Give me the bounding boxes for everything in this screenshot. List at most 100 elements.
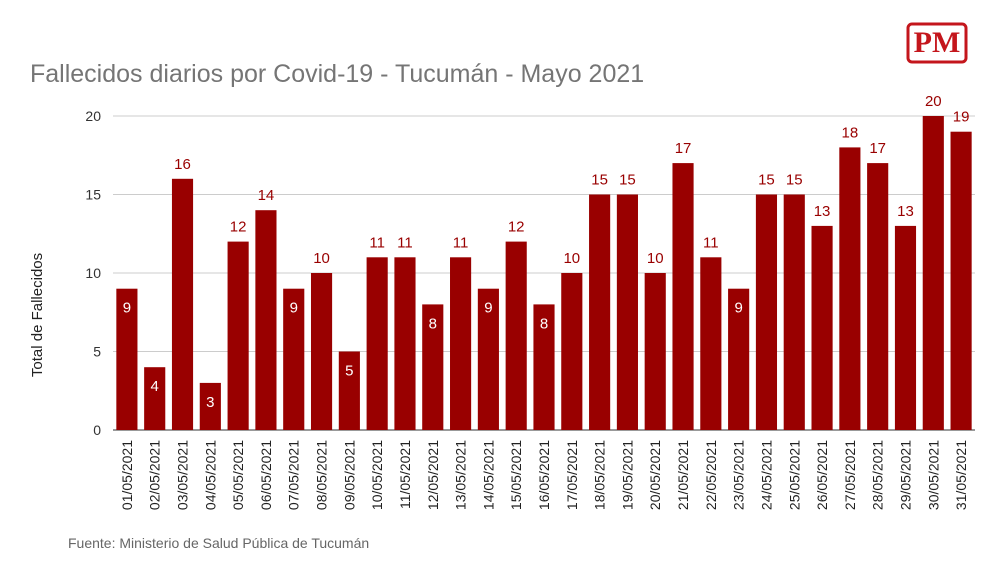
x-tick-label: 01/05/2021: [119, 440, 135, 510]
x-tick-label: 16/05/2021: [536, 440, 552, 510]
data-label: 17: [869, 140, 886, 157]
x-tick-label: 08/05/2021: [314, 440, 330, 510]
bar: [450, 257, 472, 430]
data-label: 10: [563, 250, 580, 267]
data-label: 14: [258, 187, 275, 204]
bar: [561, 273, 583, 430]
x-tick-label: 10/05/2021: [369, 440, 385, 510]
data-label: 12: [508, 219, 525, 236]
data-label: 19: [953, 109, 970, 126]
data-label: 11: [453, 234, 469, 251]
bar: [894, 225, 917, 430]
bar: [783, 194, 805, 430]
bar: [589, 194, 611, 430]
data-label: 9: [123, 300, 131, 317]
x-tick-label: 04/05/2021: [202, 440, 218, 510]
bar: [199, 382, 221, 430]
data-label: 15: [758, 172, 775, 189]
bar: [867, 163, 889, 430]
data-label: 8: [429, 315, 437, 332]
x-tick-label: 11/05/2021: [397, 440, 413, 509]
bar: [672, 163, 694, 430]
data-label: 3: [206, 394, 214, 411]
data-label: 17: [675, 140, 692, 157]
bar: [728, 288, 750, 430]
bar: [144, 367, 166, 430]
bar: [366, 257, 388, 430]
data-label: 13: [897, 203, 914, 220]
bar: [116, 288, 138, 430]
bar: [700, 257, 722, 430]
x-tick-label: 23/05/2021: [731, 440, 747, 510]
x-tick-label: 26/05/2021: [814, 440, 830, 510]
y-tick-label: 5: [93, 344, 101, 360]
bar: [839, 147, 861, 430]
y-tick-label: 15: [85, 187, 101, 203]
bar: [283, 288, 305, 430]
x-tick-label: 03/05/2021: [175, 440, 191, 510]
data-label: 11: [703, 234, 719, 251]
x-tick-label: 28/05/2021: [870, 440, 886, 510]
x-tick-label: 21/05/2021: [675, 440, 691, 510]
data-label: 10: [313, 250, 330, 267]
x-tick-label: 29/05/2021: [897, 440, 913, 510]
data-label: 12: [230, 219, 247, 236]
bar: [310, 273, 333, 430]
bar: [477, 288, 499, 430]
data-label: 11: [397, 234, 413, 251]
data-label: 9: [734, 300, 742, 317]
y-tick-label: 0: [93, 422, 101, 438]
bar: [394, 257, 416, 430]
data-label: 10: [647, 250, 664, 267]
data-label: 15: [619, 172, 636, 189]
source: Fuente: Ministerio de Salud Pública de T…: [68, 535, 369, 551]
x-tick-label: 17/05/2021: [564, 440, 580, 510]
data-label: 20: [925, 93, 942, 110]
data-label: 9: [484, 300, 492, 317]
x-tick-label: 09/05/2021: [341, 440, 357, 510]
bar: [616, 194, 638, 430]
bar: [255, 210, 277, 430]
data-label: 15: [591, 172, 608, 189]
x-tick-label: 15/05/2021: [508, 440, 524, 510]
bar: [811, 225, 833, 430]
bar: [505, 241, 527, 430]
x-tick-label: 05/05/2021: [230, 440, 246, 510]
x-tick-label: 19/05/2021: [619, 440, 635, 510]
data-label: 4: [151, 378, 159, 395]
y-tick-label: 10: [85, 265, 101, 281]
logo: PM: [914, 26, 961, 59]
data-label: 11: [369, 234, 385, 251]
bar: [338, 351, 360, 430]
data-label: 8: [540, 315, 548, 332]
y-tick-label: 20: [85, 108, 101, 124]
bar: [227, 241, 249, 430]
x-tick-label: 27/05/2021: [842, 440, 858, 510]
bar: [533, 304, 555, 430]
x-tick-label: 12/05/2021: [425, 440, 441, 510]
bar: [755, 194, 778, 430]
x-tick-label: 30/05/2021: [925, 440, 941, 510]
data-label: 15: [786, 172, 803, 189]
x-tick-label: 07/05/2021: [286, 440, 302, 510]
x-tick-label: 14/05/2021: [480, 440, 496, 510]
bar: [950, 131, 972, 430]
x-tick-label: 24/05/2021: [758, 440, 774, 510]
x-tick-label: 20/05/2021: [647, 440, 663, 510]
x-tick-label: 06/05/2021: [258, 440, 274, 510]
x-tick-label: 25/05/2021: [786, 440, 802, 510]
chart-title: Fallecidos diarios por Covid-19 - Tucumá…: [30, 60, 644, 88]
x-tick-label: 18/05/2021: [592, 440, 608, 510]
data-label: 18: [842, 124, 859, 141]
data-label: 13: [814, 203, 831, 220]
bar: [644, 273, 666, 430]
bar: [922, 116, 944, 430]
y-axis-label: Total de Fallecidos: [29, 253, 46, 377]
data-label: 16: [174, 156, 191, 173]
data-label: 9: [290, 300, 298, 317]
logo-box: [906, 22, 968, 64]
x-tick-label: 22/05/2021: [703, 440, 719, 510]
x-tick-label: 31/05/2021: [953, 440, 969, 510]
